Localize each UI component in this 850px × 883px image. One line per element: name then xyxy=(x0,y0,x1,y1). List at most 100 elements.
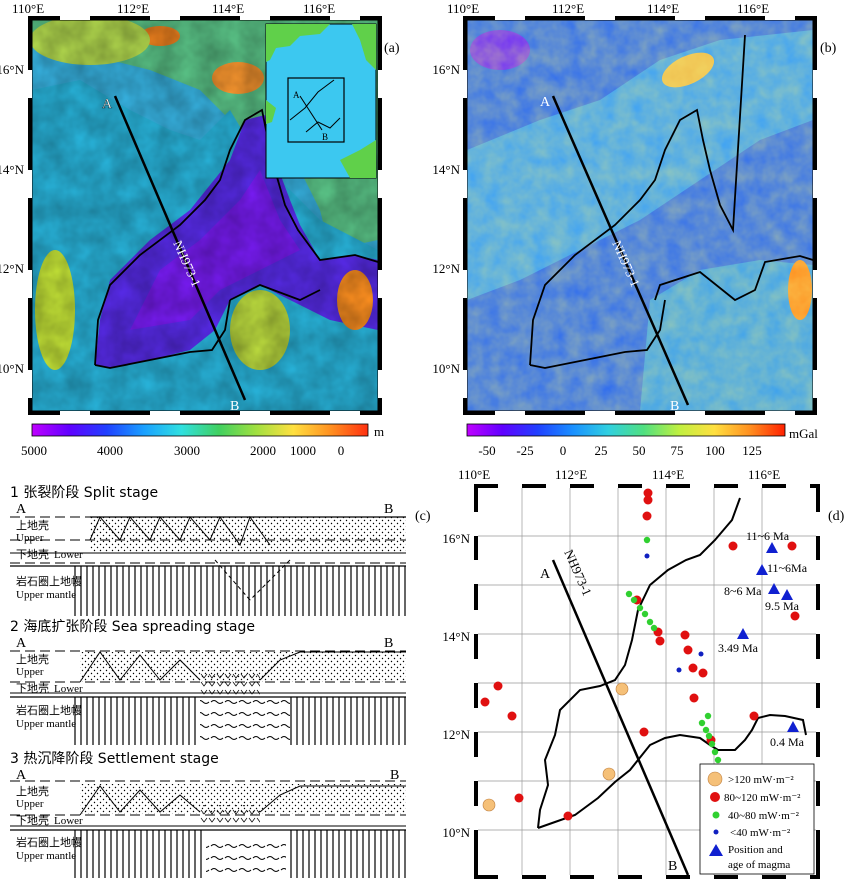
panel-a-inset-outline xyxy=(289,79,341,133)
stage2-point-a: A xyxy=(16,636,27,651)
magma-age-label-4: 3.49 Ma xyxy=(718,641,759,655)
panel-a-inset-land xyxy=(266,24,330,62)
panel-a-inset-box xyxy=(287,77,345,143)
heatflow-point-low xyxy=(704,712,712,720)
stage2-point-b: B xyxy=(384,636,393,651)
panel-b-frame-ticks xyxy=(463,16,817,415)
magma-age-label-1: 11~6Ma xyxy=(767,561,808,575)
panel-a-profile-line xyxy=(113,95,247,401)
panel-d-xtick-3: 116°E xyxy=(748,467,780,482)
magma-age-label-5: 0.4 Ma xyxy=(770,735,805,749)
magma-triangle xyxy=(768,583,780,594)
heatflow-point-mid xyxy=(790,611,800,621)
stage3-upper-crust-en: Upper xyxy=(16,798,44,810)
stage2-upper-crust-en: Upper xyxy=(16,666,44,678)
panel-b-point-b: B xyxy=(670,399,679,414)
stage3-point-b: B xyxy=(390,768,399,783)
heatflow-point-low xyxy=(698,719,706,727)
magma-age-label-3: 9.5 Ma xyxy=(765,599,800,613)
stage1-mantle-en: Upper mantle xyxy=(16,589,76,601)
panel-b-xtick-2: 114°E xyxy=(647,1,679,16)
heatflow-point-vlow xyxy=(676,667,682,673)
panel-b-xtick-1: 112°E xyxy=(552,1,584,16)
stage1-point-a: A xyxy=(16,502,27,517)
panel-d-point-a: A xyxy=(540,567,551,582)
panel-a-inset-label-a: A xyxy=(293,90,300,100)
magma-triangle xyxy=(787,721,799,732)
legend-label-low: 40~80 mW·m⁻² xyxy=(728,810,800,822)
panel-c-stage-diagrams: (c) 1 张裂阶段 Split stage A B 上地壳 Upper 下地壳… xyxy=(10,485,431,878)
panel-a-cbtick-2: 3000 xyxy=(174,443,200,458)
magma-triangle xyxy=(766,542,778,553)
panel-a-ytick-1: 14°N xyxy=(0,162,25,177)
heatflow-point-mid xyxy=(655,636,665,646)
stage3-lower-crust-en: Lower xyxy=(54,815,83,827)
stage2-lower-crust-cn: 下地壳 xyxy=(16,681,49,695)
panel-b-texture xyxy=(467,20,813,411)
legend-label-magma-2: age of magma xyxy=(728,859,790,871)
magma-triangle xyxy=(756,564,768,575)
heatflow-point-mid xyxy=(514,793,524,803)
panel-a-inset-land-east xyxy=(340,24,376,178)
panel-a-cbtick-5: 0 xyxy=(338,443,345,458)
heatflow-point-mid xyxy=(642,511,652,521)
heatflow-point-mid xyxy=(749,711,759,721)
panel-a-basin-outline xyxy=(94,108,378,369)
panel-b-ytick-2: 12°N xyxy=(432,261,460,276)
panel-d-ytick-0: 16°N xyxy=(442,531,470,546)
panel-d-basin-outline-south xyxy=(537,713,807,829)
panel-b-ytick-3: 10°N xyxy=(432,361,460,376)
panel-b-ytick-0: 16°N xyxy=(432,62,460,77)
panel-a-point-b: B xyxy=(230,399,239,414)
heatflow-point-mid xyxy=(689,693,699,703)
panel-d-basin-outline xyxy=(537,497,741,829)
panel-b-point-a: A xyxy=(540,95,551,110)
heatflow-point-low xyxy=(630,596,638,604)
heatflow-point-mid xyxy=(493,681,503,691)
panel-a-cbtick-1: 4000 xyxy=(97,443,123,458)
heatflow-point-mid xyxy=(507,711,517,721)
legend-symbol-mid xyxy=(710,792,720,802)
panel-a-colorbar xyxy=(31,423,369,437)
heatflow-point-mid xyxy=(728,541,738,551)
heatflow-point-mid xyxy=(563,811,573,821)
panel-a-colorbar-unit: m xyxy=(374,424,384,439)
heatflow-point-high xyxy=(482,798,496,812)
heatflow-point-high xyxy=(615,682,629,696)
panel-b-colorbar xyxy=(466,423,786,437)
panel-b-profile-line xyxy=(551,95,690,406)
panel-d-heatflow-points xyxy=(480,488,800,821)
heatflow-point-low xyxy=(702,726,710,734)
stage2-lower-crust-en: Lower xyxy=(54,683,83,695)
stage2-upper-crust-cn: 上地壳 xyxy=(16,652,49,666)
panel-d-xtick-1: 112°E xyxy=(555,467,587,482)
panel-d-ytick-2: 12°N xyxy=(442,727,470,742)
stage1-cross-section xyxy=(10,515,406,616)
heatflow-point-mid xyxy=(480,697,490,707)
legend-symbol-vlow xyxy=(713,829,719,835)
magma-triangle xyxy=(781,589,793,600)
panel-a-ytick-2: 12°N xyxy=(0,261,25,276)
panel-b-cbtick-5: 75 xyxy=(671,443,684,458)
stage3-upper-crust-cn: 上地壳 xyxy=(16,784,49,798)
heatflow-point-low xyxy=(714,756,722,764)
panel-c-label: (c) xyxy=(415,509,431,524)
panel-a-cbtick-0: 5000 xyxy=(21,443,47,458)
panel-b-cbtick-4: 50 xyxy=(633,443,646,458)
heatflow-point-mid xyxy=(698,668,708,678)
panel-a-inset-island xyxy=(266,100,276,124)
heatflow-point-low xyxy=(650,624,658,632)
panel-b-cbtick-2: 0 xyxy=(560,443,567,458)
panel-d-ytick-1: 14°N xyxy=(442,629,470,644)
stage1-upper-crust-cn: 上地壳 xyxy=(16,518,49,532)
panel-d-xtick-0: 110°E xyxy=(458,467,490,482)
panel-d-frame-ticks xyxy=(474,484,820,879)
panel-a-inset-profile xyxy=(299,95,323,131)
magma-triangle xyxy=(737,628,749,639)
panel-a-label: (a) xyxy=(384,41,400,56)
panel-a-xtick-0: 110°E xyxy=(12,1,44,16)
stage2-title: 2 海底扩张阶段 Sea spreading stage xyxy=(10,619,255,635)
stage2-mantle-cn: 岩石圈上地幔 xyxy=(16,703,82,717)
panel-a-basin-outline-south xyxy=(229,284,321,301)
